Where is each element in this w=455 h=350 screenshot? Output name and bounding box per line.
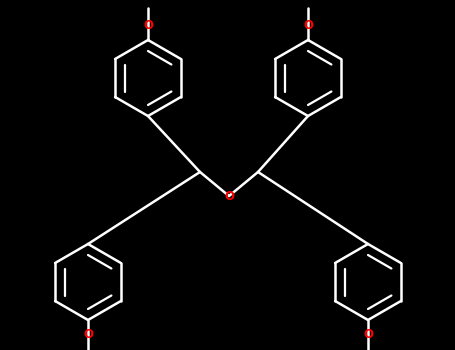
Text: O: O	[224, 189, 234, 203]
Text: O: O	[143, 19, 153, 33]
Text: O: O	[83, 328, 93, 341]
Text: O: O	[363, 328, 373, 341]
Text: O: O	[303, 19, 313, 33]
